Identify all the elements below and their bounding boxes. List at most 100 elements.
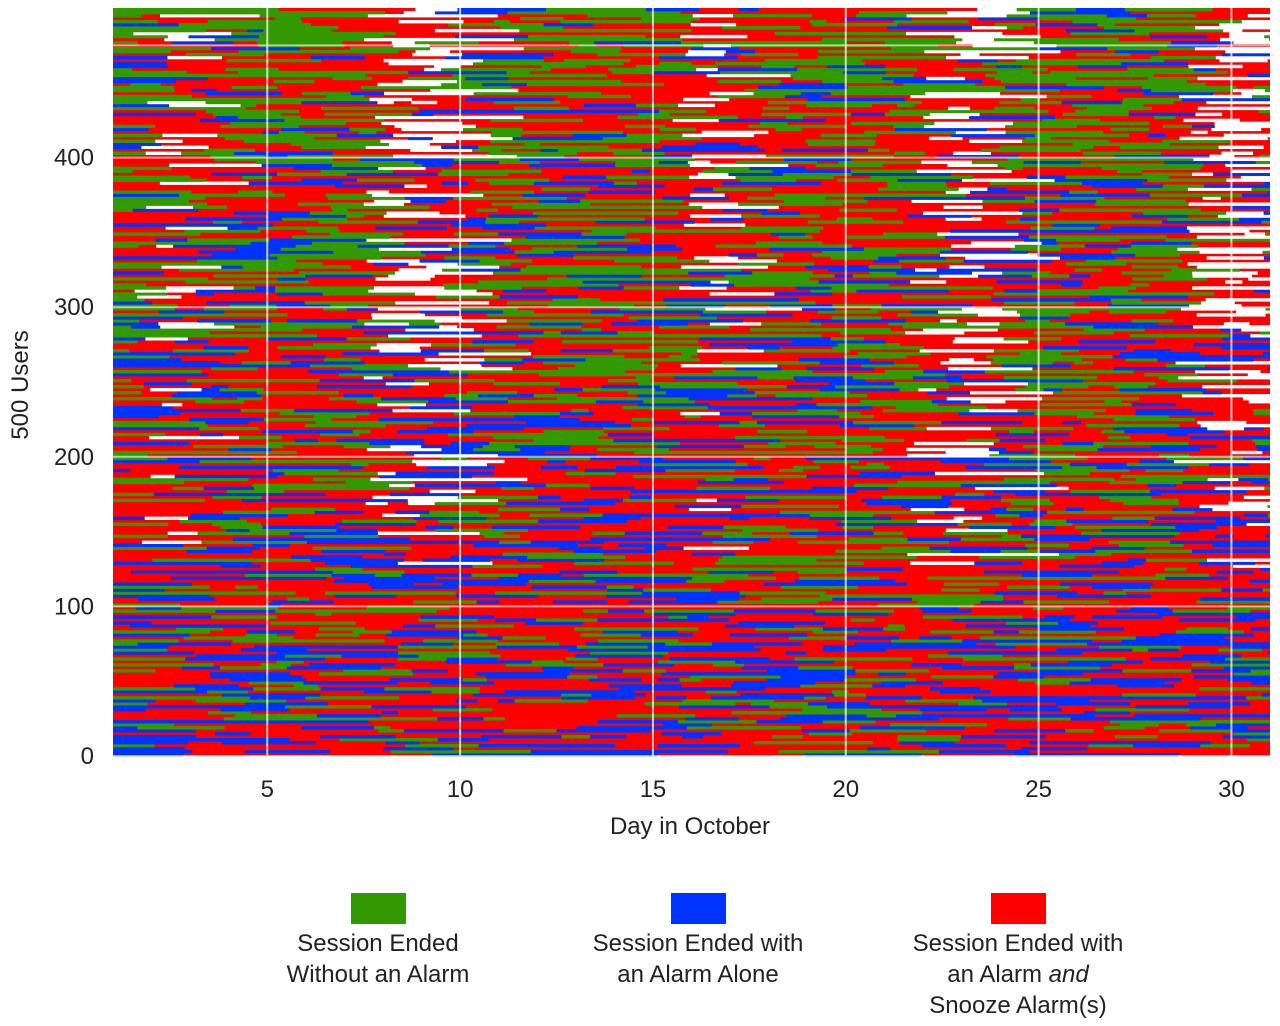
heatmap-cell [715,561,792,565]
heatmap-cell [1048,61,1121,66]
heatmap-cell [443,283,498,287]
heatmap-cell [113,316,183,320]
heatmap-cell [1131,402,1177,407]
heatmap-cell [1190,130,1208,135]
heatmap-cell [1231,205,1270,209]
heatmap-cell [1190,474,1270,479]
heatmap-cell [559,313,624,317]
heatmap-cell [779,510,867,515]
heatmap-cell [457,495,538,500]
heatmap-cell [1060,256,1115,260]
heatmap-cell [680,364,778,368]
heatmap-cell [1255,444,1270,449]
heatmap-cell [867,747,891,751]
heatmap-cell [523,280,583,284]
heatmap-cell [1143,211,1227,215]
heatmap-cell [287,597,310,601]
heatmap-cell [613,151,665,155]
heatmap-cell [1247,14,1270,18]
heatmap-cell [1257,549,1270,553]
heatmap-cell [738,8,759,12]
heatmap-cell [656,444,744,449]
heatmap-cell [775,394,868,398]
heatmap-cell [330,205,430,209]
heatmap-cell [705,307,802,311]
heatmap-cell [752,298,799,302]
heatmap-cell [1034,681,1070,685]
heatmap-cell [1150,34,1208,39]
heatmap-cell [765,435,815,440]
heatmap-cell [240,648,308,652]
heatmap-cell [227,226,258,230]
heatmap-cell [827,64,885,69]
heatmap-cell [631,136,702,141]
heatmap-cell [313,414,357,419]
heatmap-cell [947,11,1031,15]
heatmap-cell [986,355,1071,359]
heatmap-cell [1131,265,1179,269]
heatmap-cell [439,325,458,329]
heatmap-cell [361,459,413,464]
heatmap-cell [441,67,535,72]
heatmap-cell [1093,741,1146,745]
heatmap-cell [1062,420,1081,425]
heatmap-cell [293,684,319,688]
heatmap-cell [1222,52,1270,57]
heatmap-cell [814,444,872,449]
heatmap-cell [1010,358,1082,362]
heatmap-cell [911,199,983,203]
heatmap-cell [1192,274,1252,278]
heatmap-cell [927,576,981,580]
heatmap-cell [395,510,430,515]
heatmap-cell [113,370,202,374]
heatmap-cell [1241,328,1270,332]
heatmap-cell [781,373,858,377]
legend-label-no-alarm: Session Ended Without an Alarm [228,928,528,990]
heatmap-cell [534,226,597,230]
heatmap-cell [266,441,351,446]
heatmap-cell [113,355,170,359]
heatmap-cell [1246,522,1270,526]
heatmap-cell [113,337,146,341]
heatmap-cell [1214,124,1270,129]
heatmap-cell [1114,735,1158,739]
heatmap-cell [554,388,583,392]
heatmap-cell [575,654,664,658]
heatmap-cell [1149,193,1243,197]
heatmap-cell [320,432,360,437]
heatmap-cell [688,507,732,512]
heatmap-cell [462,52,554,57]
heatmap-cell [774,292,833,296]
heatmap-cell [887,624,905,628]
heatmap-cell [195,289,275,293]
heatmap-cell [188,262,281,266]
heatmap-cell [1071,747,1088,751]
heatmap-cell [113,414,159,419]
heatmap-cell [262,525,339,529]
heatmap-cell [741,504,780,509]
heatmap-cell [690,283,735,287]
heatmap-cell [794,489,857,494]
heatmap-cell [660,199,684,203]
heatmap-cell [1250,334,1270,338]
heatmap-cell [390,492,462,497]
heatmap-cell [602,630,678,634]
heatmap-cell [642,148,727,152]
heatmap-cell [853,420,942,425]
heatmap-cell [401,573,472,577]
heatmap-cell [189,417,209,422]
heatmap-cell [1253,85,1270,90]
heatmap-cell [993,292,1012,296]
heatmap-cell [503,310,535,314]
heatmap-cell [397,657,447,661]
heatmap-cell [661,732,702,736]
heatmap-cell [637,28,657,33]
heatmap-cell [1149,70,1228,75]
heatmap-cell [1002,307,1031,311]
heatmap-cell [1134,151,1161,155]
heatmap-cell [641,17,700,21]
heatmap-cell [741,337,831,341]
heatmap-cell [999,145,1094,149]
heatmap-cell [1092,615,1163,619]
